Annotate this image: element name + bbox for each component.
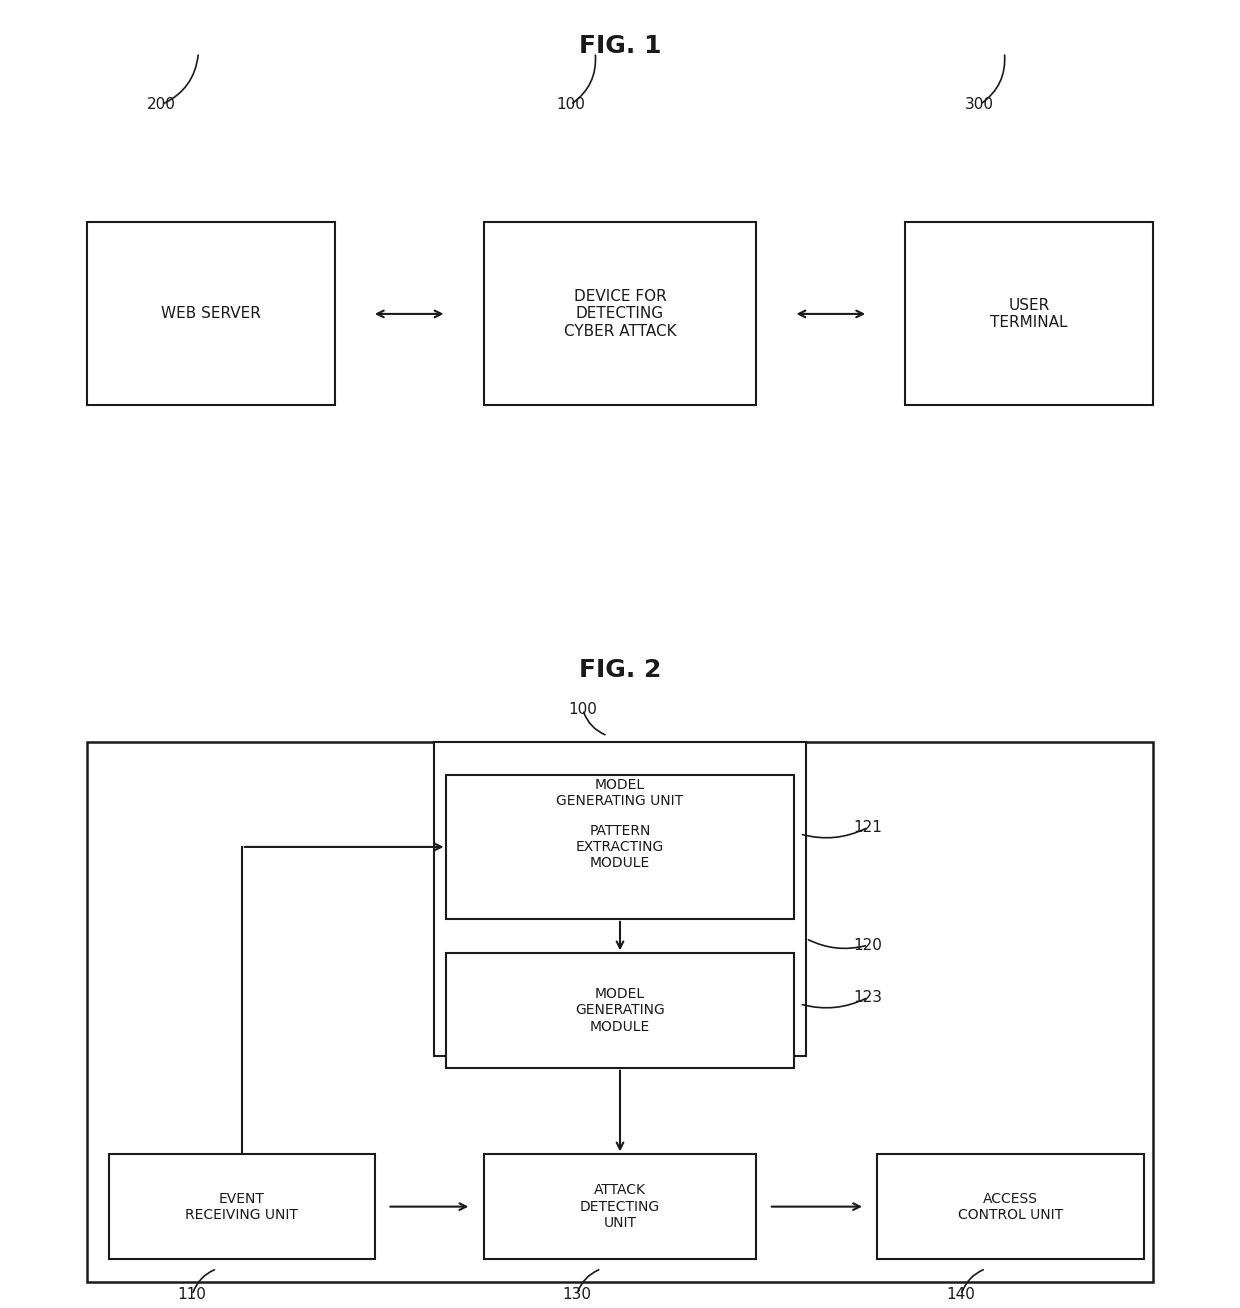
Text: ACCESS
CONTROL UNIT: ACCESS CONTROL UNIT [959,1192,1063,1222]
Text: 140: 140 [946,1287,976,1303]
Text: 130: 130 [562,1287,591,1303]
Text: MODEL
GENERATING UNIT: MODEL GENERATING UNIT [557,778,683,808]
Text: 200: 200 [146,97,176,112]
Text: 121: 121 [853,820,883,835]
Bar [905,222,1153,405]
Bar [484,222,756,405]
Bar [87,222,335,405]
Text: 120: 120 [853,938,883,952]
Text: EVENT
RECEIVING UNIT: EVENT RECEIVING UNIT [185,1192,299,1222]
Bar [484,1155,756,1258]
Text: 110: 110 [177,1287,207,1303]
Text: ATTACK
DETECTING
UNIT: ATTACK DETECTING UNIT [580,1184,660,1230]
Bar [877,1155,1143,1258]
Text: 100: 100 [556,97,585,112]
Bar [434,742,806,1057]
Text: MODEL
GENERATING
MODULE: MODEL GENERATING MODULE [575,988,665,1033]
Bar [446,954,794,1067]
Text: PATTERN
EXTRACTING
MODULE: PATTERN EXTRACTING MODULE [575,824,665,870]
Text: DEVICE FOR
DETECTING
CYBER ATTACK: DEVICE FOR DETECTING CYBER ATTACK [564,289,676,339]
Bar [446,774,794,918]
Text: FIG. 2: FIG. 2 [579,658,661,683]
Text: 100: 100 [568,702,598,717]
Text: USER
TERMINAL: USER TERMINAL [991,298,1068,330]
Text: FIG. 1: FIG. 1 [579,34,661,58]
Text: 300: 300 [965,97,994,112]
Bar [109,1155,374,1258]
Text: 123: 123 [853,990,883,1005]
Bar [87,743,1153,1282]
Text: WEB SERVER: WEB SERVER [161,306,260,322]
